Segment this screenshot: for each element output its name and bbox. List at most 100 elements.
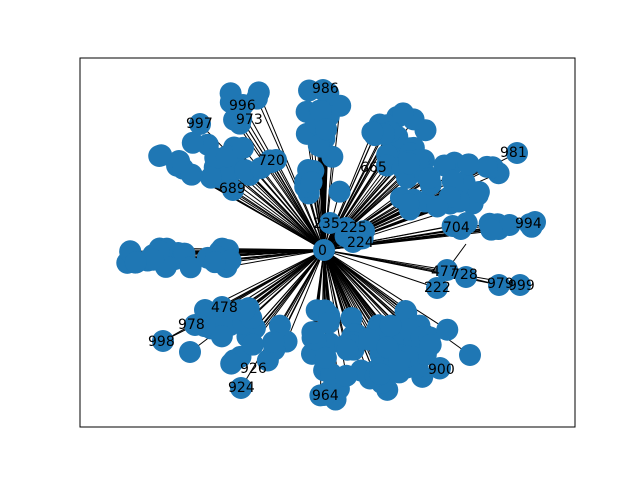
edge xyxy=(250,249,325,319)
graph-node xyxy=(419,333,442,356)
edge xyxy=(323,249,438,289)
graph-node xyxy=(488,274,510,296)
graph-node xyxy=(189,113,211,135)
edge xyxy=(323,156,333,251)
node-label: 704 xyxy=(443,220,470,236)
edge xyxy=(199,123,325,251)
edge xyxy=(226,249,325,268)
graph-node xyxy=(441,169,464,192)
graph-node xyxy=(200,166,223,189)
graph-node xyxy=(232,94,254,116)
graph-node xyxy=(397,193,420,216)
node-label: 994 xyxy=(515,216,542,232)
graph-node xyxy=(179,341,201,363)
graph-node xyxy=(124,251,147,274)
graph-node xyxy=(398,152,421,175)
graph-node xyxy=(181,131,204,154)
graph-node xyxy=(265,149,287,171)
graph-node xyxy=(436,318,459,341)
graph-node xyxy=(300,171,323,194)
label-layer: 0 996 997 973 720 665 689 981 704 994 47… xyxy=(148,81,542,404)
edge xyxy=(256,98,325,251)
edge xyxy=(323,249,392,326)
node-label: 999 xyxy=(508,278,535,294)
graph-node xyxy=(203,251,226,274)
graph-node xyxy=(426,195,449,218)
graph-node xyxy=(429,357,451,379)
graph-node xyxy=(480,218,503,241)
node-label: 926 xyxy=(240,361,267,377)
graph-node xyxy=(180,163,203,186)
node-label: 900 xyxy=(428,362,455,378)
node-label: 478 xyxy=(211,300,238,316)
graph-node xyxy=(313,384,335,406)
graph-node xyxy=(194,299,216,321)
graph-node xyxy=(262,330,285,353)
node-label: 224 xyxy=(347,235,374,251)
graph-node xyxy=(328,180,351,203)
graph-node xyxy=(220,352,243,375)
graph-node xyxy=(506,142,528,164)
edge xyxy=(323,154,388,251)
graph-node xyxy=(321,145,344,168)
graph-node xyxy=(336,338,359,361)
graph-node xyxy=(230,377,252,399)
node-label: 978 xyxy=(178,317,205,333)
node-label: 235 xyxy=(313,216,340,232)
node-label: 986 xyxy=(312,81,339,97)
graph-node xyxy=(524,211,546,233)
graph-node xyxy=(388,350,411,373)
graph-node xyxy=(457,153,480,176)
graph-node xyxy=(455,266,477,288)
edge xyxy=(323,165,388,251)
node-label: 979 xyxy=(487,276,514,292)
node-label: 665 xyxy=(360,160,387,176)
edge xyxy=(254,249,325,329)
node-label: 924 xyxy=(228,380,255,396)
node-label: 973 xyxy=(236,112,263,128)
graph-node xyxy=(148,145,171,168)
graph-node xyxy=(314,346,337,369)
graph-node xyxy=(369,362,392,385)
edge xyxy=(275,159,325,251)
graph-node xyxy=(498,213,521,236)
graph-node xyxy=(392,102,415,125)
graph-node xyxy=(302,322,325,345)
edge xyxy=(323,249,448,331)
graph-node xyxy=(315,118,338,141)
graph-node xyxy=(211,296,233,318)
graph-node xyxy=(418,166,441,189)
graph-node xyxy=(467,180,490,203)
edge xyxy=(242,104,325,251)
graph-node xyxy=(436,259,458,281)
graph-node xyxy=(222,179,244,201)
node-label: 964 xyxy=(312,388,339,404)
graph-node xyxy=(459,344,481,366)
node-label: 689 xyxy=(219,181,246,197)
graph-node xyxy=(509,274,531,296)
graph-node xyxy=(312,79,334,101)
graph-node xyxy=(256,349,279,372)
graph-node xyxy=(426,277,448,299)
graph-node xyxy=(449,217,472,240)
hub-node xyxy=(313,239,335,261)
node-label: 997 xyxy=(186,116,213,132)
graph-node xyxy=(335,364,358,387)
graph-node xyxy=(379,314,402,337)
graph-node xyxy=(358,328,381,351)
graph-node xyxy=(475,155,498,178)
node-label: 996 xyxy=(229,98,256,114)
edge xyxy=(240,118,325,251)
node-label-hub: 0 xyxy=(318,243,327,259)
edge xyxy=(323,249,521,286)
graph-node xyxy=(152,330,174,352)
node-label: 225 xyxy=(340,220,367,236)
node-label: 998 xyxy=(148,334,175,350)
graph-node xyxy=(361,121,384,144)
graph-node xyxy=(340,306,363,329)
node-label: 720 xyxy=(258,153,285,169)
graph-node xyxy=(233,299,256,322)
graph-node xyxy=(309,99,332,122)
node-label: 477 xyxy=(431,264,458,280)
